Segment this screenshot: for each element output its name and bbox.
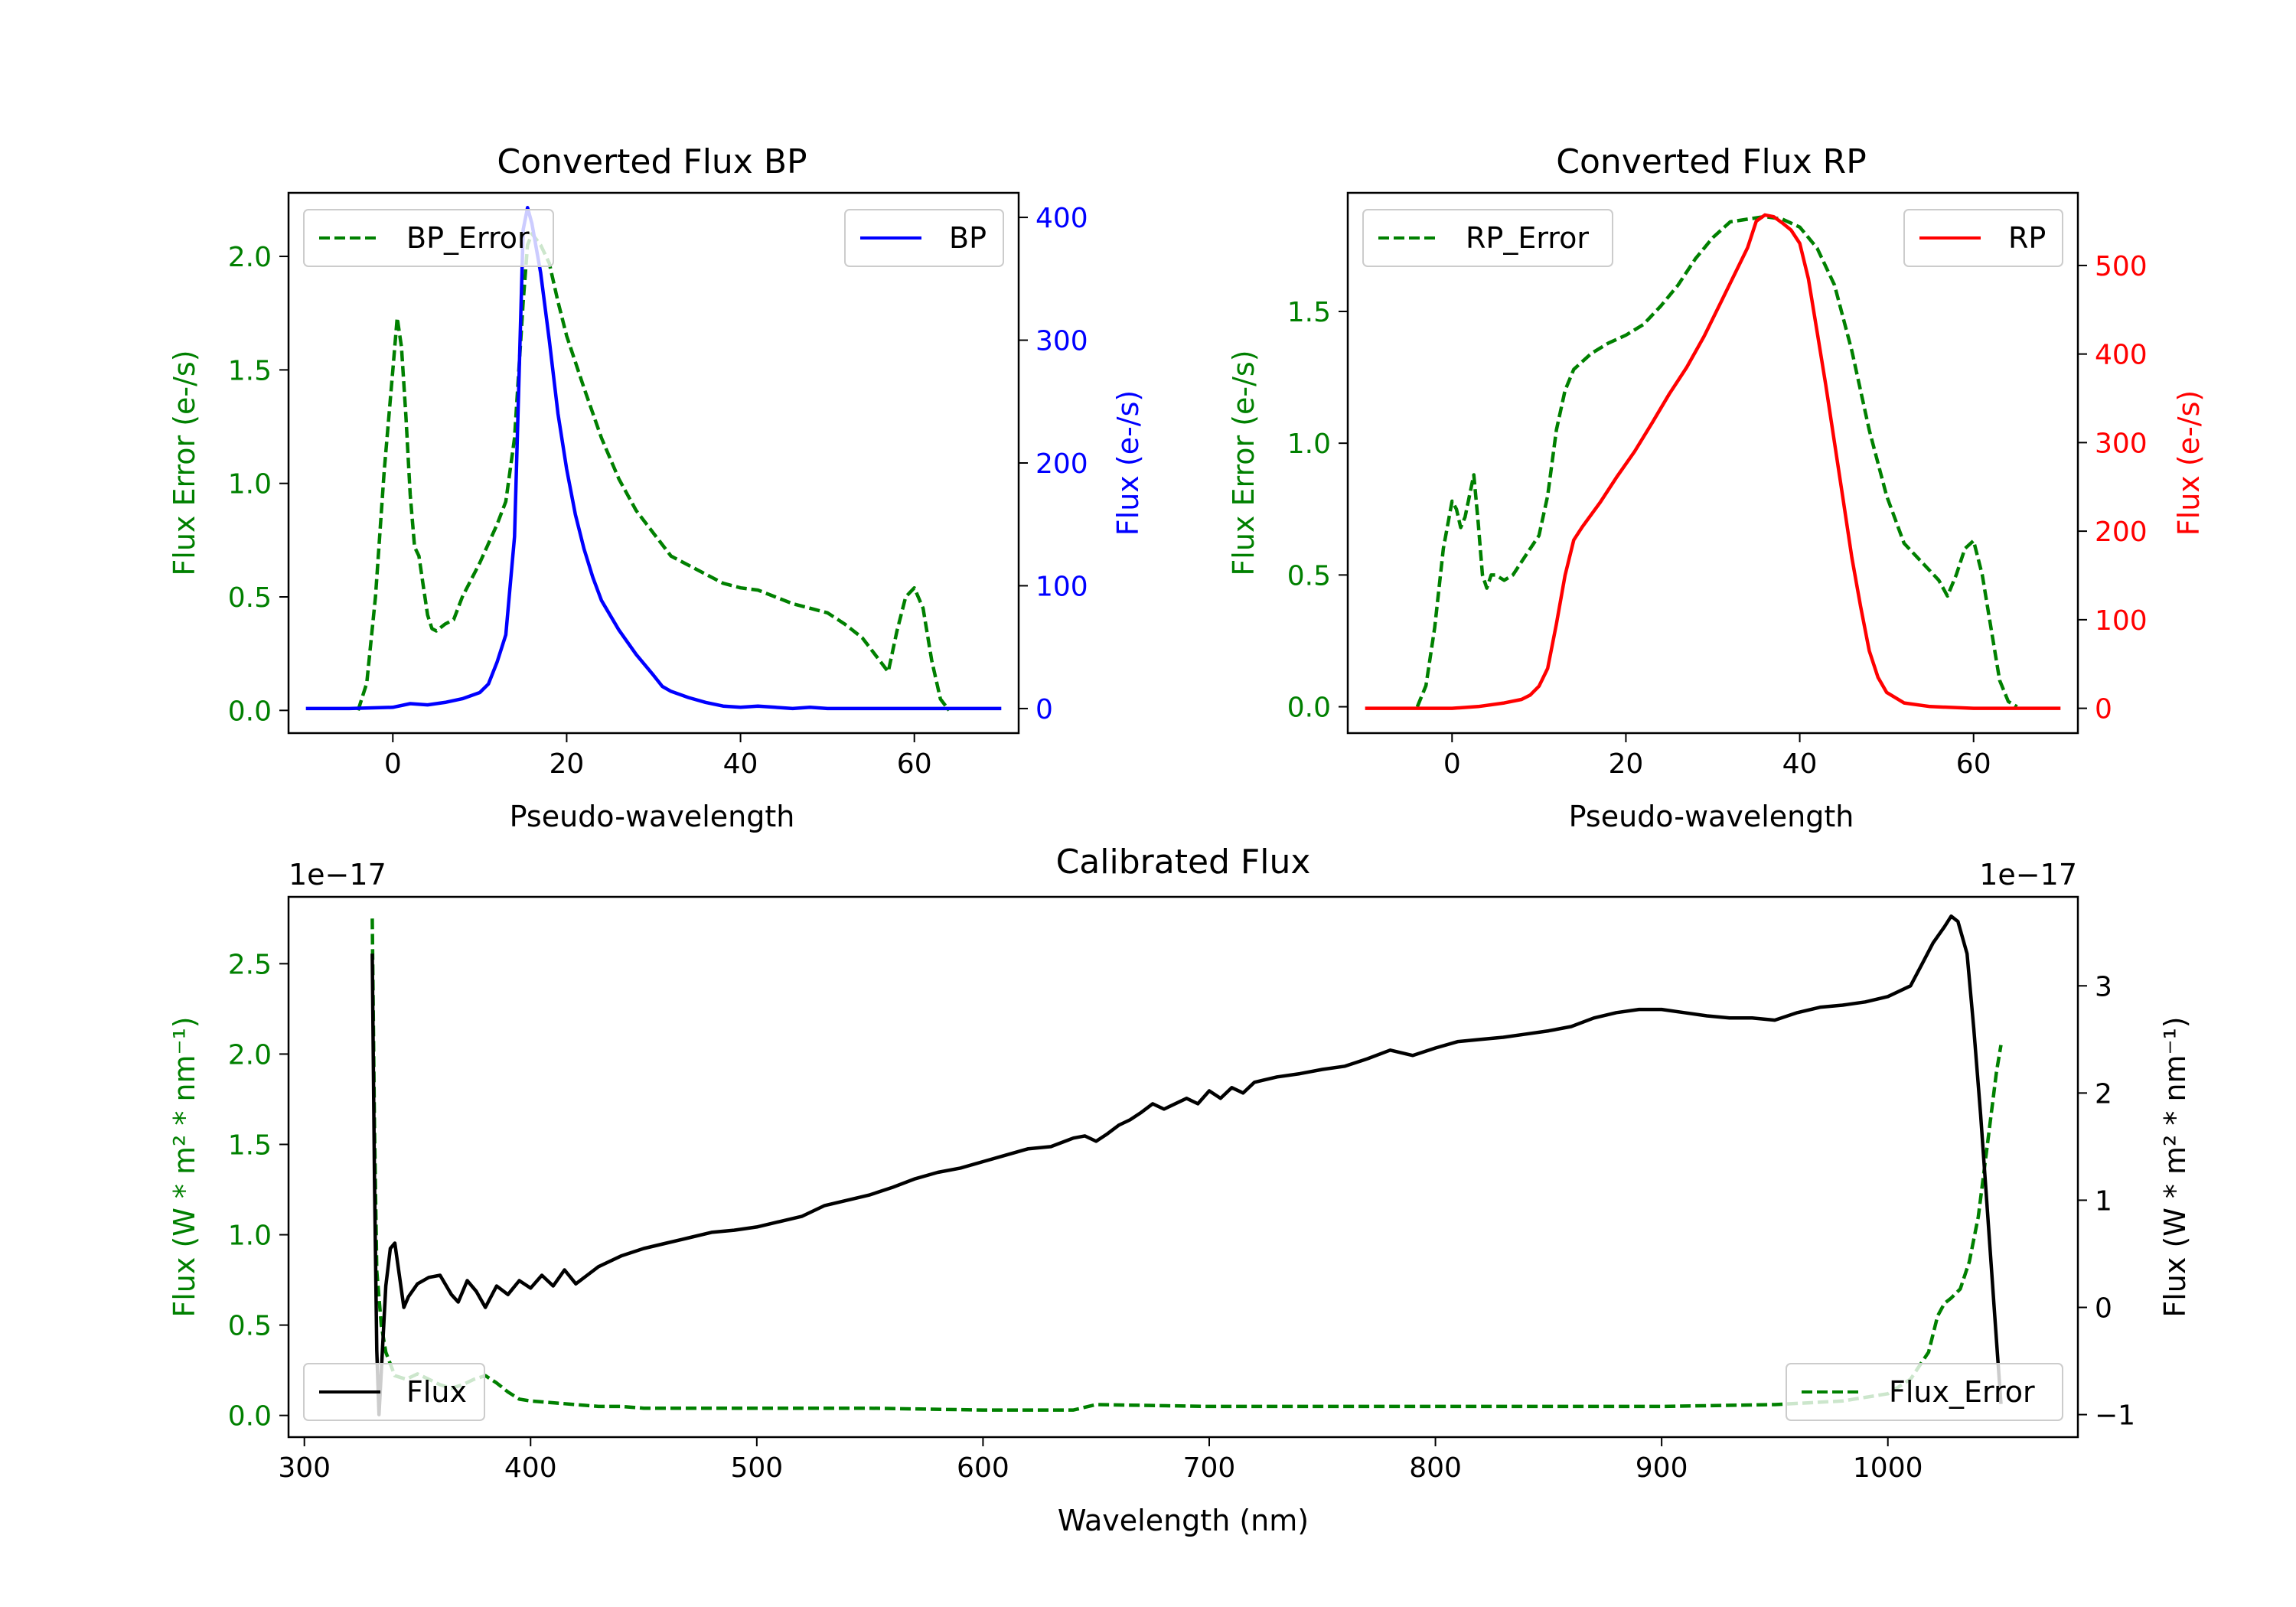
panel-calibrated: Calibrated Flux 1e−17 1e−17 Wavelength (… bbox=[168, 843, 2192, 1537]
rp-xlabel: Pseudo-wavelength bbox=[1569, 800, 1854, 833]
rp-plot-area bbox=[1365, 213, 2061, 710]
bp-xtick-label: 20 bbox=[550, 748, 585, 780]
rp-legend-flux: RP bbox=[1903, 209, 2063, 267]
rp-xtick-label: 20 bbox=[1609, 748, 1644, 780]
calibrated-xtick-label: 500 bbox=[730, 1452, 783, 1484]
calibrated-left-ytick-label: 0.0 bbox=[228, 1401, 272, 1433]
bp-left-ytick-label: 2.0 bbox=[228, 242, 272, 273]
cal-left-ylabel: Flux (W * m² * nm⁻¹) bbox=[168, 1016, 201, 1317]
bp-left-ylabel: Flux Error (e-/s) bbox=[168, 350, 201, 575]
bp-xlabel: Pseudo-wavelength bbox=[510, 800, 795, 833]
rp-right-ytick-label: 200 bbox=[2095, 517, 2148, 548]
rp-right-ytick-label: 100 bbox=[2095, 605, 2148, 637]
calibrated-xtick-label: 600 bbox=[957, 1452, 1009, 1484]
bp-legend-flux: BP bbox=[844, 209, 1004, 267]
cal-legend-flux: Flux bbox=[303, 1363, 485, 1421]
cal-title: Calibrated Flux bbox=[1056, 843, 1311, 882]
rp-left-ytick-label: 1.5 bbox=[1287, 297, 1331, 328]
rp-xtick-label: 0 bbox=[1443, 748, 1461, 780]
calibrated-xtick-label: 900 bbox=[1636, 1452, 1688, 1484]
cal-xlabel: Wavelength (nm) bbox=[1058, 1504, 1309, 1537]
rp-legend-error-label: RP_Error bbox=[1466, 221, 1589, 255]
rp-right-ytick-label: 400 bbox=[2095, 340, 2148, 371]
calibrated-xtick-label: 400 bbox=[504, 1452, 557, 1484]
rp-right-ytick-label: 500 bbox=[2095, 251, 2148, 282]
cal-legend-error: Flux_Error bbox=[1786, 1363, 2063, 1421]
bp-xtick-label: 60 bbox=[897, 748, 932, 780]
cal-right-offset-text: 1e−17 bbox=[1979, 858, 2077, 892]
cal-legend-error-label: Flux_Error bbox=[1889, 1375, 2035, 1409]
rp-series-rp-error bbox=[1415, 214, 2018, 709]
bp-series-bp bbox=[305, 206, 1002, 711]
calibrated-right-ytick-label: −1 bbox=[2095, 1400, 2135, 1432]
bp-xtick-label: 40 bbox=[723, 748, 758, 780]
bp-right-ytick-label: 300 bbox=[1035, 326, 1088, 357]
bp-legend-error-label: BP_Error bbox=[406, 221, 530, 255]
rp-axes-frame bbox=[1346, 191, 2079, 735]
bp-left-ytick-label: 1.5 bbox=[228, 355, 272, 386]
calibrated-xtick-label: 300 bbox=[278, 1452, 331, 1484]
bp-right-ytick-label: 400 bbox=[1035, 203, 1088, 234]
rp-xtick-label: 40 bbox=[1782, 748, 1818, 780]
rp-title: Converted Flux RP bbox=[1556, 142, 1867, 181]
bp-right-ytick-label: 100 bbox=[1035, 571, 1088, 602]
bp-legend-flux-label: BP bbox=[949, 221, 987, 255]
rp-right-ytick-label: 300 bbox=[2095, 428, 2148, 459]
panel-rp: Converted Flux RP Pseudo-wavelength Flux… bbox=[1227, 142, 2206, 833]
calibrated-left-ytick-label: 1.0 bbox=[228, 1221, 272, 1252]
calibrated-xtick-label: 800 bbox=[1409, 1452, 1462, 1484]
calibrated-xtick-label: 700 bbox=[1183, 1452, 1236, 1484]
rp-left-ytick-label: 1.0 bbox=[1287, 429, 1331, 460]
rp-left-ytick-label: 0.0 bbox=[1287, 693, 1331, 724]
rp-left-ylabel: Flux Error (e-/s) bbox=[1227, 350, 1261, 575]
bp-title: Converted Flux BP bbox=[497, 142, 807, 181]
bp-right-ytick-label: 0 bbox=[1035, 694, 1053, 725]
rp-series-rp bbox=[1365, 213, 2061, 710]
bp-left-ytick-label: 0.5 bbox=[228, 582, 272, 614]
cal-axes-frame bbox=[287, 895, 2079, 1439]
cal-legend-flux-label: Flux bbox=[406, 1375, 467, 1409]
calibrated-right-ytick-label: 0 bbox=[2095, 1293, 2112, 1325]
rp-right-ylabel: Flux (e-/s) bbox=[2172, 390, 2206, 536]
bp-series-bp-error bbox=[356, 232, 951, 712]
calibrated-right-ytick-label: 2 bbox=[2095, 1078, 2112, 1110]
bp-left-ytick-label: 0.0 bbox=[228, 696, 272, 727]
calibrated-xtick-label: 1000 bbox=[1853, 1452, 1923, 1484]
cal-left-offset-text: 1e−17 bbox=[289, 858, 386, 892]
bp-plot-area bbox=[305, 206, 1002, 712]
rp-xtick-label: 60 bbox=[1956, 748, 1991, 780]
calibrated-right-ytick-label: 3 bbox=[2095, 971, 2112, 1002]
bp-xtick-label: 0 bbox=[384, 748, 402, 780]
cal-right-ylabel: Flux (W * m² * nm⁻¹) bbox=[2158, 1016, 2192, 1317]
rp-legend-flux-label: RP bbox=[2008, 221, 2046, 255]
bp-right-ytick-label: 200 bbox=[1035, 448, 1088, 480]
bp-left-ytick-label: 1.0 bbox=[228, 469, 272, 500]
panel-bp: Converted Flux BP Pseudo-wavelength Flux… bbox=[168, 142, 1145, 833]
rp-legend-error: RP_Error bbox=[1362, 209, 1613, 267]
calibrated-left-ytick-label: 0.5 bbox=[228, 1311, 272, 1342]
rp-left-ytick-label: 0.5 bbox=[1287, 560, 1331, 592]
calibrated-series-flux bbox=[370, 914, 2003, 1416]
calibrated-left-ytick-label: 1.5 bbox=[228, 1129, 272, 1161]
calibrated-left-ytick-label: 2.0 bbox=[228, 1039, 272, 1071]
calibrated-left-ytick-label: 2.5 bbox=[228, 949, 272, 980]
bp-right-ylabel: Flux (e-/s) bbox=[1111, 390, 1145, 536]
calibrated-right-ytick-label: 1 bbox=[2095, 1185, 2112, 1217]
rp-right-ytick-label: 0 bbox=[2095, 694, 2112, 725]
bp-legend-error: BP_Error bbox=[303, 209, 554, 267]
